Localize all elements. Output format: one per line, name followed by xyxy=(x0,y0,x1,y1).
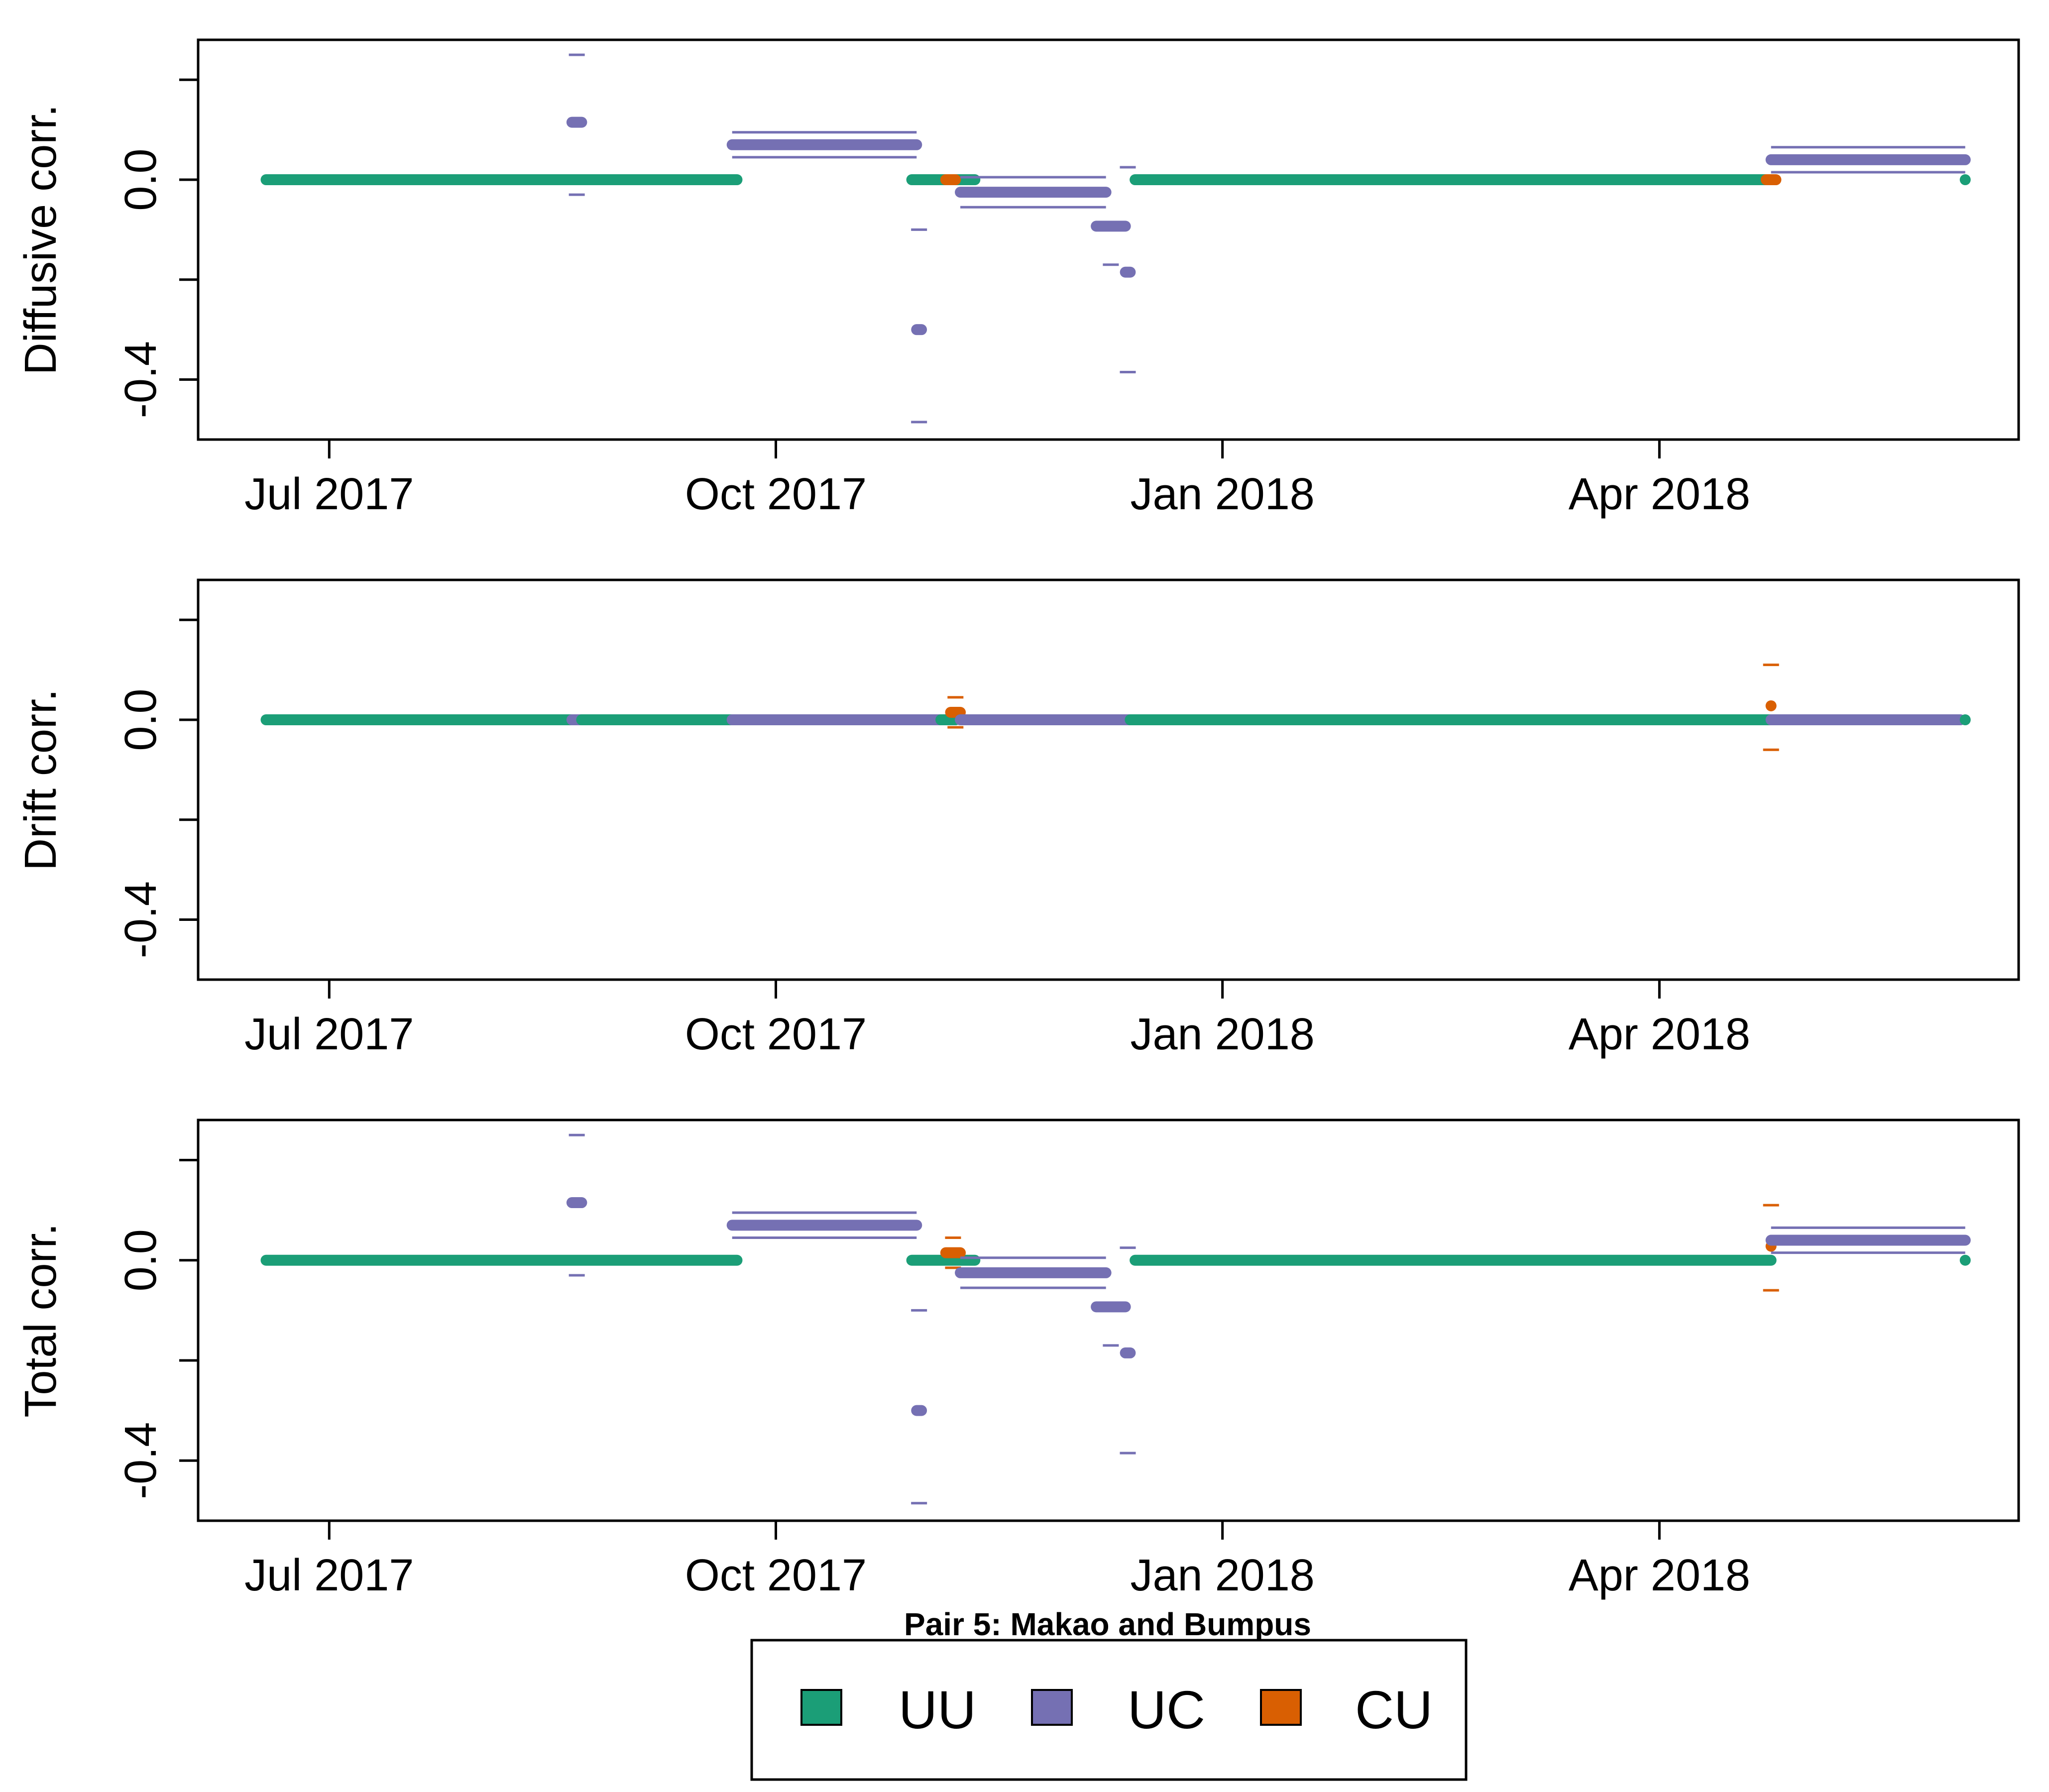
legend-swatch-cu xyxy=(1260,1689,1302,1726)
panel-total: Jul 2017 Oct 2017 Jan 2018 Apr 2018 -0.4 0.0 T… xyxy=(16,1119,2020,1600)
x-tick-label-drift-3: Apr 2018 xyxy=(1569,1009,1750,1059)
x-tick-label-drift-0: Jul 2017 xyxy=(244,1009,414,1059)
legend-label-uu: UU xyxy=(899,1680,976,1740)
x-tick-label-total-1: Oct 2017 xyxy=(685,1551,867,1600)
panel-diffusive: Jul 2017 Oct 2017 Jan 2018 Apr 2018 -0.4 0.0 D… xyxy=(16,38,2020,519)
panels: Jul 2017 Oct 2017 Jan 2018 Apr 2018 -0.4 0.0 D… xyxy=(16,38,2020,1600)
y-axis-label-drift: Drift corr. xyxy=(16,689,66,871)
y-tick-label-diffusive-2: 0.0 xyxy=(116,148,166,211)
x-tick-label-total-3: Apr 2018 xyxy=(1569,1551,1750,1600)
legend-box xyxy=(750,1639,1468,1781)
x-tick-label-diffusive-0: Jul 2017 xyxy=(244,469,414,519)
y-tick-label-diffusive-0: -0.4 xyxy=(116,341,166,418)
legend: UU UC CU xyxy=(750,1639,1468,1781)
legend-label-cu: CU xyxy=(1355,1680,1433,1740)
y-tick-label-drift-0: -0.4 xyxy=(116,881,166,958)
x-tick-label-diffusive-1: Oct 2017 xyxy=(685,469,867,519)
y-axis-label-diffusive: Diffusive corr. xyxy=(16,105,66,375)
panel-drift: Jul 2017 Oct 2017 Jan 2018 Apr 2018 -0.4 0.0 D… xyxy=(16,578,2020,1059)
x-tick-label-diffusive-2: Jan 2018 xyxy=(1131,469,1315,519)
x-tick-label-total-2: Jan 2018 xyxy=(1131,1551,1315,1600)
y-axis-label-total: Total corr. xyxy=(16,1223,66,1417)
y-tick-label-total-0: -0.4 xyxy=(116,1422,166,1499)
x-tick-label-diffusive-3: Apr 2018 xyxy=(1569,469,1750,519)
legend-label-uc: UC xyxy=(1128,1680,1205,1740)
x-tick-label-total-0: Jul 2017 xyxy=(244,1551,414,1600)
plot-frame-total xyxy=(197,1119,2020,1522)
plot-frame-drift xyxy=(197,578,2020,981)
legend-swatch-uc xyxy=(1031,1689,1073,1726)
y-tick-label-total-2: 0.0 xyxy=(116,1229,166,1291)
x-tick-label-drift-2: Jan 2018 xyxy=(1131,1009,1315,1059)
y-tick-label-drift-2: 0.0 xyxy=(116,688,166,751)
legend-swatch-uu xyxy=(800,1689,842,1726)
x-tick-label-drift-1: Oct 2017 xyxy=(685,1009,867,1059)
plot-frame-diffusive xyxy=(197,38,2020,441)
figure-caption: Pair 5: Makao and Bumpus xyxy=(904,1606,1311,1642)
